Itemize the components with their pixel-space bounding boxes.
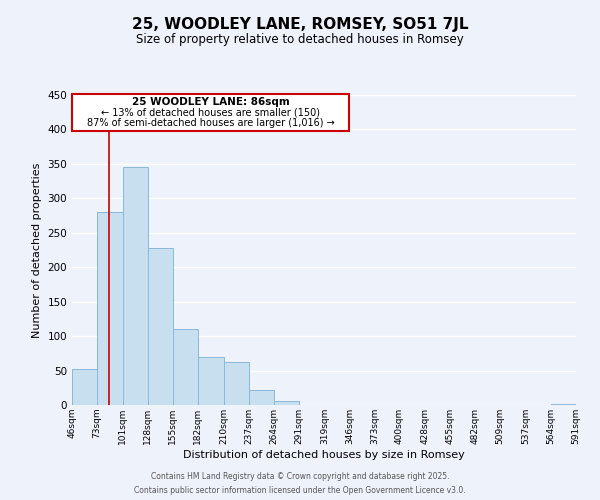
Bar [123,168,148,405]
Text: 25, WOODLEY LANE, ROMSEY, SO51 7JL: 25, WOODLEY LANE, ROMSEY, SO51 7JL [132,18,468,32]
Text: Contains HM Land Registry data © Crown copyright and database right 2025.: Contains HM Land Registry data © Crown c… [151,472,449,481]
Bar [173,329,198,405]
Bar [248,390,274,405]
Bar [274,401,299,405]
Text: Contains public sector information licensed under the Open Government Licence v3: Contains public sector information licen… [134,486,466,495]
Bar [97,212,123,405]
Text: 25 WOODLEY LANE: 86sqm: 25 WOODLEY LANE: 86sqm [132,97,290,107]
Bar [224,362,248,405]
Bar [72,369,97,405]
Y-axis label: Number of detached properties: Number of detached properties [32,162,42,338]
X-axis label: Distribution of detached houses by size in Romsey: Distribution of detached houses by size … [183,450,465,460]
FancyBboxPatch shape [72,94,349,131]
Text: Size of property relative to detached houses in Romsey: Size of property relative to detached ho… [136,32,464,46]
Bar [198,357,224,405]
Bar [551,404,576,405]
Bar [148,248,173,405]
Text: 87% of semi-detached houses are larger (1,016) →: 87% of semi-detached houses are larger (… [87,118,335,128]
Text: ← 13% of detached houses are smaller (150): ← 13% of detached houses are smaller (15… [101,107,320,117]
